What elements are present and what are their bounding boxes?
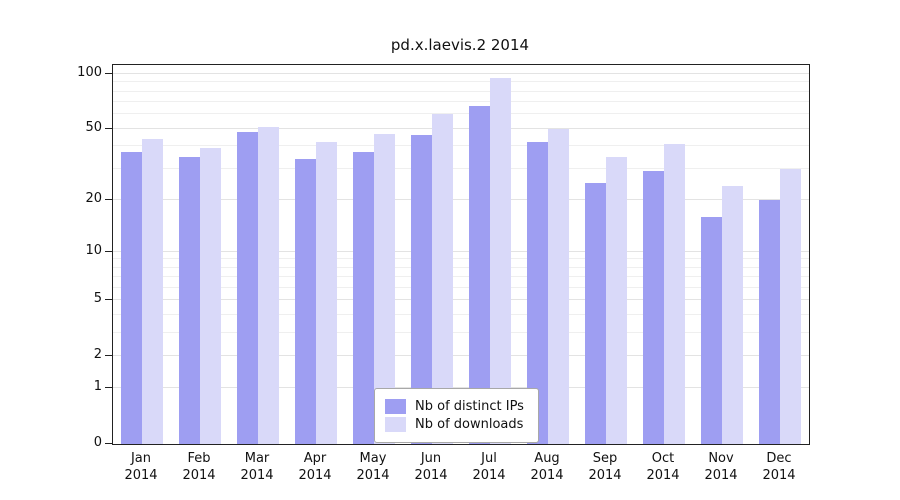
bar-distinct-ips: [527, 142, 548, 444]
legend: Nb of distinct IPs Nb of downloads: [374, 388, 539, 443]
bar-distinct-ips: [121, 152, 142, 444]
legend-swatch-downloads: [385, 417, 406, 432]
grid-line: [113, 81, 809, 83]
bar-downloads: [374, 133, 395, 444]
grid-line: [113, 113, 809, 115]
bar-distinct-ips: [411, 135, 432, 444]
y-axis-tick-mark: [105, 198, 112, 200]
bar-downloads: [664, 144, 685, 444]
bar-distinct-ips: [179, 156, 200, 444]
bar-downloads: [548, 128, 569, 444]
x-axis-tick-label: Jul 2014: [472, 451, 506, 483]
x-axis-tick-label: Jun 2014: [414, 451, 448, 483]
y-axis-tick-mark: [105, 354, 112, 356]
y-axis-tick-mark: [105, 73, 112, 74]
bar-distinct-ips: [585, 182, 606, 444]
bar-downloads: [432, 114, 453, 444]
x-axis-tick-label: Apr 2014: [298, 451, 332, 483]
bar-downloads: [490, 78, 511, 444]
grid-line: [113, 127, 809, 129]
bar-distinct-ips: [759, 199, 780, 444]
y-axis-tick-mark: [105, 299, 112, 301]
y-axis-tick-label: 100: [77, 65, 102, 80]
x-axis-tick-label: Aug 2014: [530, 451, 564, 483]
x-axis-tick-label: Sep 2014: [588, 451, 622, 483]
bar-distinct-ips: [237, 132, 258, 444]
y-axis-tick-label: 2: [93, 346, 102, 362]
y-axis-tick-mark: [105, 443, 112, 444]
grid-line: [113, 387, 809, 389]
bar-downloads: [200, 148, 221, 444]
legend-swatch-distinct-ips: [385, 399, 406, 414]
bar-downloads: [606, 156, 627, 444]
x-axis-tick-label: Mar 2014: [240, 451, 274, 483]
grid-line: [113, 266, 809, 268]
bar-distinct-ips: [701, 216, 722, 444]
grid-line: [113, 101, 809, 103]
grid-line: [113, 258, 809, 260]
grid-line: [113, 313, 809, 315]
bar-distinct-ips: [643, 171, 664, 444]
bar-distinct-ips: [353, 152, 374, 444]
bar-distinct-ips: [295, 158, 316, 444]
grid-line: [113, 299, 809, 301]
x-axis-tick-label: May 2014: [356, 451, 390, 483]
grid-line: [113, 250, 809, 252]
x-axis-tick-label: Oct 2014: [646, 451, 680, 483]
bar-distinct-ips: [469, 105, 490, 444]
grid-line: [113, 331, 809, 333]
grid-line: [113, 287, 809, 288]
grid-line: [113, 276, 809, 278]
grid-line: [113, 167, 809, 169]
y-axis-tick-label: 5: [93, 291, 102, 307]
grid-line: [113, 73, 809, 74]
x-axis-tick-label: Dec 2014: [762, 451, 796, 483]
y-axis-tick-label: 10: [85, 242, 102, 258]
x-axis-tick-label: Feb 2014: [182, 451, 216, 483]
legend-item-distinct-ips: Nb of distinct IPs: [385, 399, 524, 414]
bar-downloads: [142, 138, 163, 444]
y-axis-tick-mark: [105, 127, 112, 129]
grid-line: [113, 90, 809, 92]
x-axis-tick-label: Jan 2014: [124, 451, 158, 483]
grid-line: [113, 354, 809, 356]
bar-downloads: [316, 142, 337, 444]
legend-label-distinct-ips: Nb of distinct IPs: [415, 399, 524, 414]
legend-item-downloads: Nb of downloads: [385, 417, 524, 432]
y-axis-tick-label: 20: [85, 190, 102, 206]
y-axis-tick-label: 1: [93, 379, 102, 395]
y-axis-tick-mark: [105, 250, 112, 252]
bar-downloads: [258, 127, 279, 444]
bar-downloads: [722, 185, 743, 444]
plot-area: [112, 64, 810, 445]
legend-label-downloads: Nb of downloads: [415, 417, 524, 432]
grid-line: [113, 198, 809, 200]
y-axis-tick-label: 50: [85, 119, 102, 135]
y-axis-tick-label: 0: [93, 435, 102, 450]
bar-downloads: [780, 168, 801, 444]
x-axis-tick-label: Nov 2014: [704, 451, 738, 483]
grid-line: [113, 145, 809, 147]
y-axis-tick-mark: [105, 387, 112, 389]
chart-title: pd.x.laevis.2 2014: [390, 36, 530, 54]
